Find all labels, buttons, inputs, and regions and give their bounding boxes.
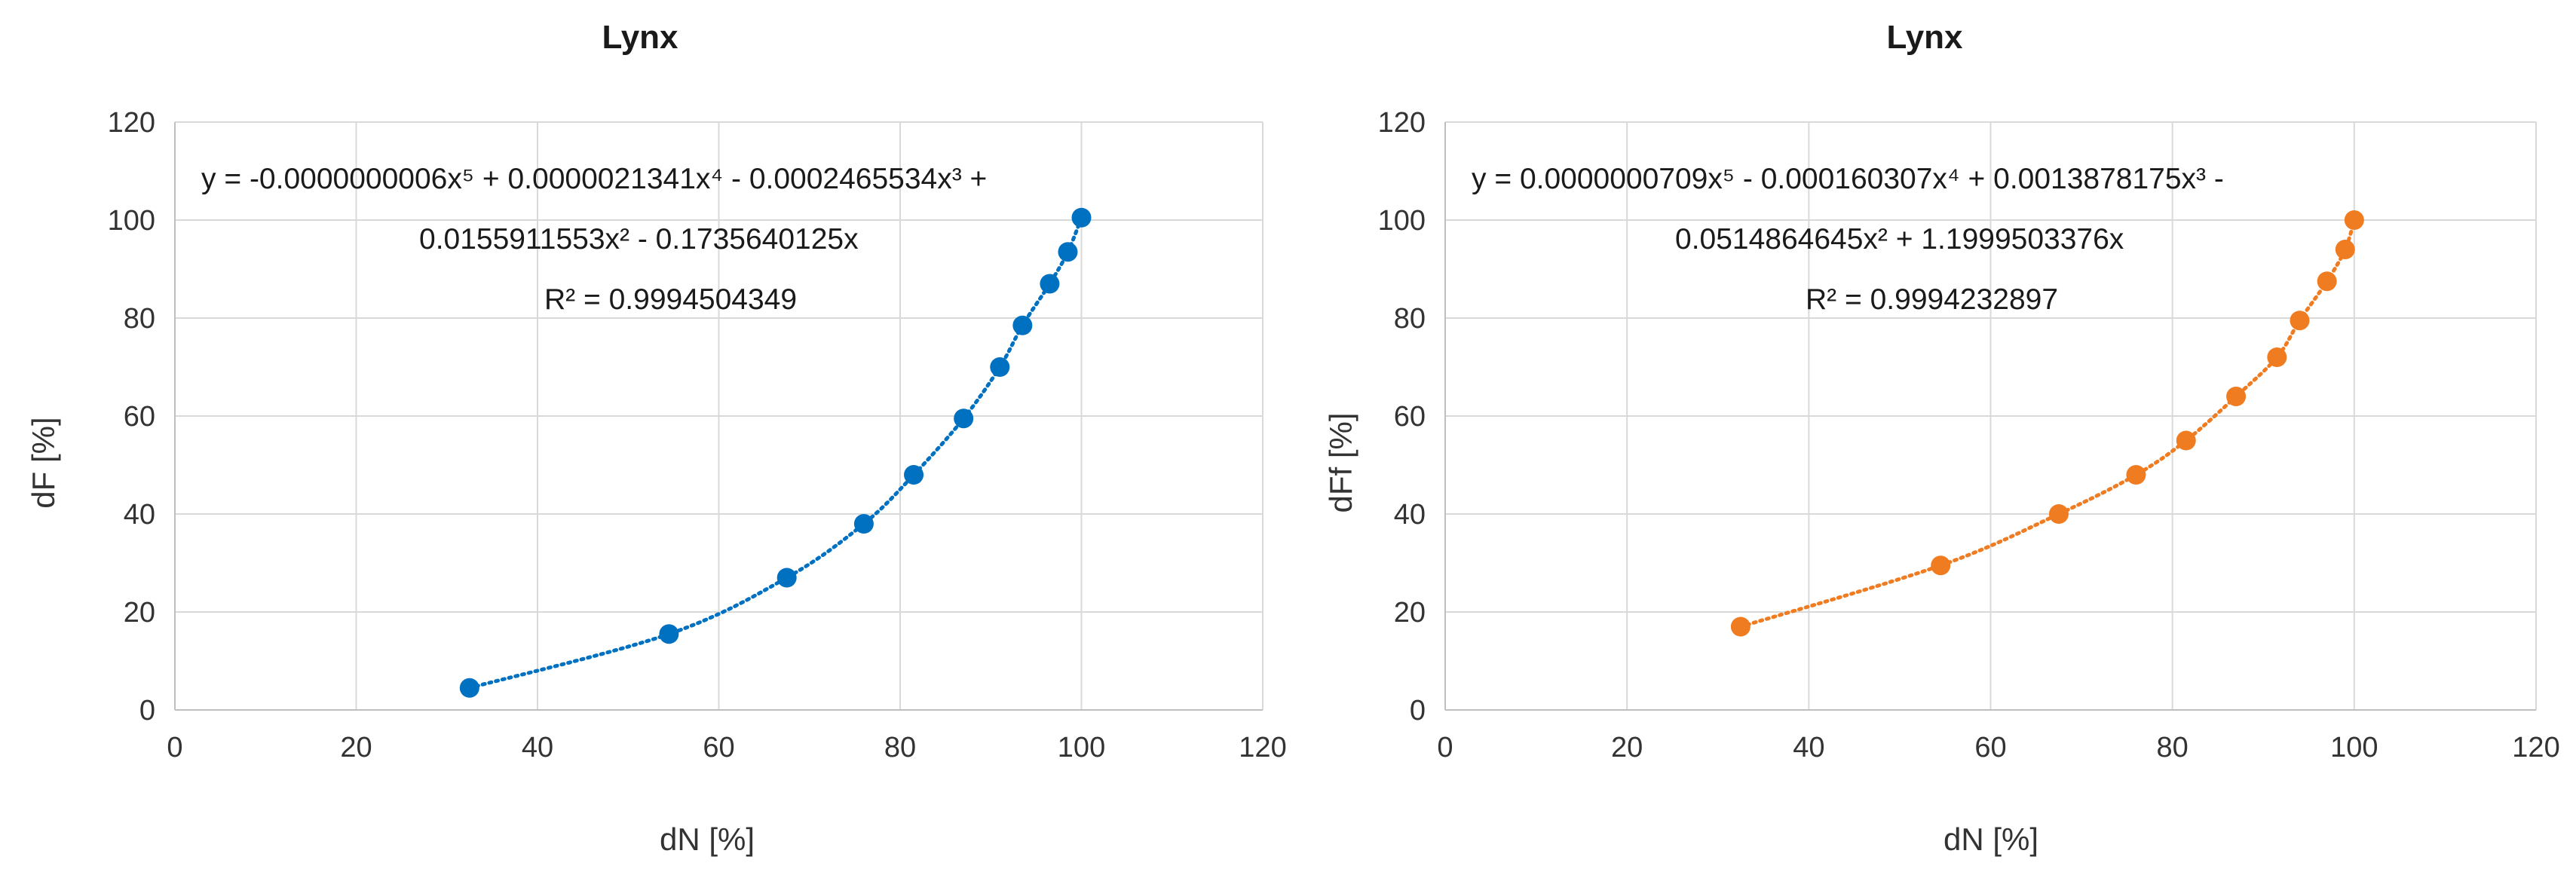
data-point [904, 465, 924, 485]
chart-left-svg: Lynx 0 20 40 60 80 100 120 0 20 40 60 80 100 120 dN [… [26, 19, 1287, 857]
data-point [2176, 430, 2196, 451]
x-tick-label: 80 [884, 732, 916, 763]
y-tick-label: 20 [1394, 597, 1426, 629]
data-point [1931, 555, 1951, 576]
y-tick-label: 0 [139, 695, 155, 727]
x-tick-label: 100 [2330, 732, 2378, 763]
y-tick-label: 40 [1394, 499, 1426, 531]
y-tick-label: 100 [1378, 205, 1426, 237]
trendline-equation-line-1: y = 0.0000000709x⁵ - 0.000160307x⁴ + 0.0… [1472, 163, 2224, 195]
data-point [1040, 274, 1060, 294]
y-tick-label: 120 [108, 107, 155, 139]
data-point [1071, 207, 1092, 228]
x-tick-label: 60 [1974, 732, 2006, 763]
data-point [2048, 504, 2069, 524]
data-point [853, 514, 874, 534]
data-point [1058, 242, 1078, 262]
y-tick-label: 20 [124, 597, 155, 629]
data-point [1730, 617, 1751, 637]
y-tick-label: 40 [124, 499, 155, 531]
y-axis-label: dF [%] [26, 417, 61, 508]
r-squared-label: R² = 0.9994504349 [544, 283, 797, 316]
data-point [954, 408, 974, 429]
data-point [776, 568, 797, 588]
data-point [2335, 240, 2355, 259]
data-point [2226, 387, 2247, 406]
data-point [2344, 210, 2364, 230]
x-tick-label: 40 [522, 732, 553, 763]
x-tick-label: 20 [1611, 732, 1643, 763]
x-tick-label: 40 [1793, 732, 1824, 763]
y-tick-label: 100 [108, 205, 155, 237]
data-point [1012, 315, 1033, 335]
data-point [2126, 465, 2146, 485]
x-tick-label: 120 [2512, 732, 2559, 763]
y-tick-label: 60 [1394, 401, 1426, 433]
y-tick-label: 60 [124, 401, 155, 433]
x-tick-label: 0 [1437, 732, 1453, 763]
x-tick-label: 120 [1239, 732, 1286, 763]
chart-right: Lynx 0 20 40 60 80 100 120 0 20 40 60 80 100 120 dN [… [1288, 0, 2576, 872]
x-axis-label: dN [%] [1943, 822, 2038, 857]
y-tick-label: 80 [124, 303, 155, 335]
chart-right-svg: Lynx 0 20 40 60 80 100 120 0 20 40 60 80 100 120 dN [… [1323, 19, 2560, 857]
chart-title: Lynx [602, 19, 678, 56]
y-tick-label: 120 [1378, 107, 1426, 139]
data-point [2290, 311, 2310, 331]
y-tick-label: 80 [1394, 303, 1426, 335]
x-tick-label: 100 [1058, 732, 1105, 763]
trendline-equation-line-1: y = -0.0000000006x⁵ + 0.0000021341x⁴ - 0… [201, 163, 987, 195]
data-point [2267, 347, 2287, 367]
trendline-equation-line-2: 0.0155911553x² - 0.1735640125x [419, 223, 859, 255]
r-squared-label: R² = 0.9994232897 [1806, 283, 2058, 316]
trendline-equation-line-2: 0.0514864645x² + 1.1999503376x [1675, 223, 2124, 255]
y-axis-label: dFf [%] [1323, 412, 1358, 512]
x-tick-label: 20 [340, 732, 372, 763]
x-tick-label: 0 [167, 732, 182, 763]
data-point [2317, 271, 2337, 292]
x-axis-label: dN [%] [660, 822, 755, 857]
x-tick-label: 80 [2157, 732, 2189, 763]
x-tick-label: 60 [703, 732, 734, 763]
data-point [459, 678, 479, 698]
data-point [659, 624, 679, 644]
chart-left: Lynx 0 20 40 60 80 100 120 0 20 40 60 80 100 120 dN [… [26, 19, 1287, 857]
data-point [990, 357, 1010, 377]
chart-title: Lynx [1886, 19, 1963, 56]
y-tick-label: 0 [1410, 695, 1426, 727]
trendline [1738, 218, 2357, 629]
